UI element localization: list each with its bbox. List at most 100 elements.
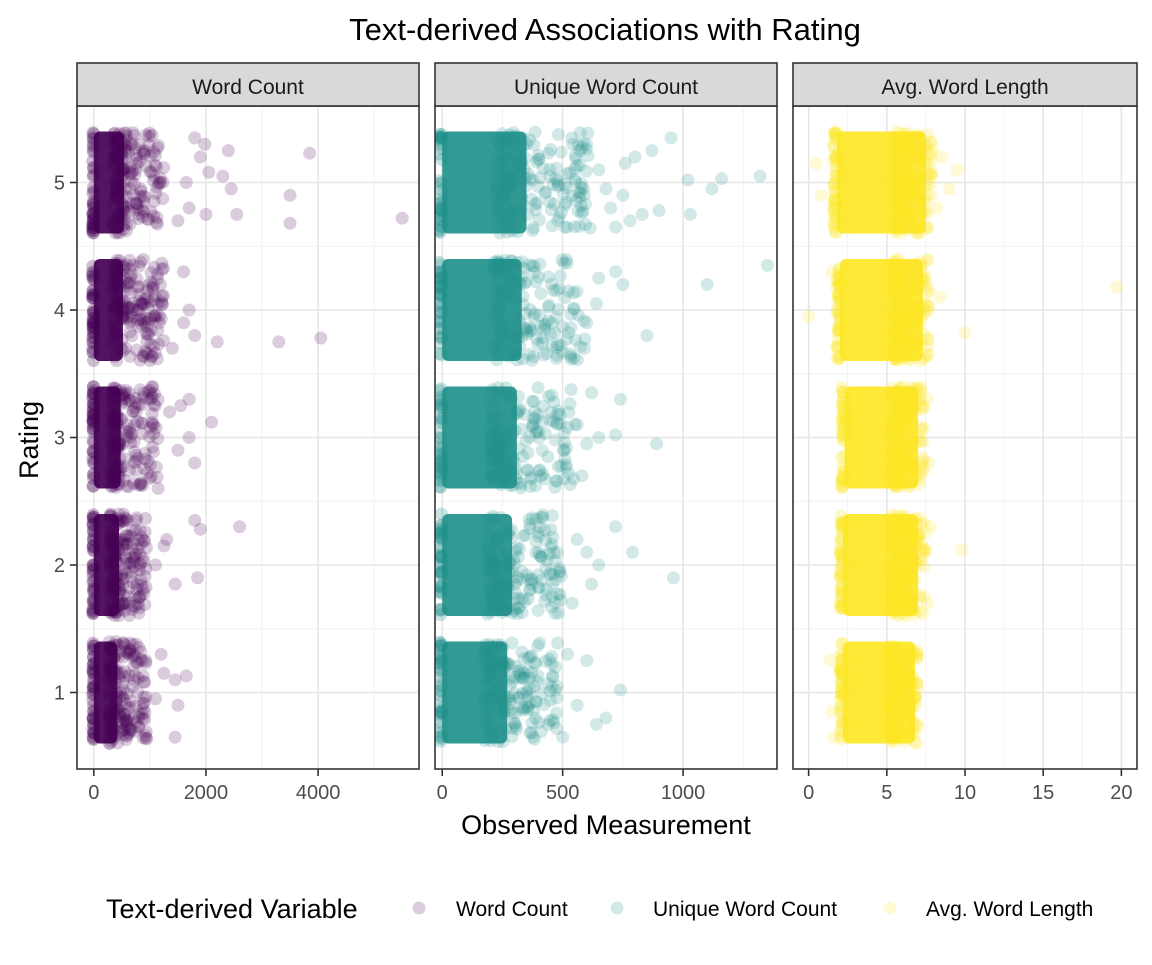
- legend-label: Avg. Word Length: [926, 898, 1093, 921]
- data-point: [904, 641, 918, 655]
- outlier-point: [272, 335, 286, 349]
- data-point: [834, 665, 848, 679]
- data-point: [120, 129, 134, 143]
- data-point: [500, 152, 514, 166]
- data-point: [504, 207, 518, 221]
- data-point: [113, 582, 127, 596]
- data-point: [117, 305, 131, 319]
- data-point: [143, 392, 157, 406]
- data-point: [492, 546, 506, 560]
- data-point: [490, 285, 504, 299]
- data-point: [117, 212, 131, 226]
- data-point: [435, 220, 449, 234]
- data-point: [106, 534, 120, 548]
- data-point: [87, 657, 101, 671]
- data-point: [503, 478, 517, 492]
- data-point: [895, 522, 909, 536]
- data-point: [828, 218, 842, 232]
- data-point: [108, 548, 122, 562]
- data-point: [122, 464, 136, 478]
- data-point: [487, 597, 501, 611]
- data-point: [87, 510, 101, 524]
- data-point: [508, 348, 522, 362]
- data-point: [833, 292, 847, 306]
- data-point: [532, 213, 546, 227]
- data-point: [116, 389, 130, 403]
- data-point: [138, 534, 152, 548]
- data-point: [87, 680, 101, 694]
- data-point: [545, 657, 559, 671]
- point-band: [839, 259, 923, 361]
- data-point: [127, 177, 141, 191]
- data-point: [489, 340, 503, 354]
- data-point: [891, 157, 905, 171]
- data-point: [109, 547, 123, 561]
- data-point: [573, 144, 587, 158]
- data-point: [127, 476, 141, 490]
- data-point: [133, 523, 147, 537]
- data-point: [900, 725, 914, 739]
- data-point: [901, 262, 915, 276]
- data-point: [498, 253, 512, 267]
- data-point: [497, 524, 511, 538]
- data-point: [827, 195, 841, 209]
- data-point: [564, 383, 578, 397]
- data-point: [435, 183, 449, 197]
- data-point: [889, 469, 903, 483]
- data-point: [111, 468, 125, 482]
- data-point: [886, 423, 900, 437]
- data-point: [87, 184, 101, 198]
- data-point: [149, 215, 163, 229]
- data-point: [906, 282, 920, 296]
- data-point: [115, 716, 129, 730]
- data-point: [488, 269, 502, 283]
- data-point: [922, 147, 936, 161]
- data-point: [896, 193, 910, 207]
- data-point: [905, 568, 919, 582]
- data-point: [893, 392, 907, 406]
- data-point: [550, 706, 564, 720]
- data-point: [127, 712, 141, 726]
- data-point: [549, 573, 563, 587]
- data-point: [570, 285, 584, 299]
- data-point: [435, 455, 448, 469]
- data-point: [124, 167, 138, 181]
- data-point: [123, 700, 137, 714]
- data-point: [528, 679, 542, 693]
- data-point: [86, 345, 100, 359]
- data-point: [898, 658, 912, 672]
- data-point: [137, 205, 151, 219]
- data-point: [435, 730, 448, 744]
- data-point: [124, 174, 138, 188]
- data-point: [831, 288, 845, 302]
- outlier-point: [580, 545, 594, 559]
- data-point: [539, 533, 553, 547]
- data-point: [131, 201, 145, 215]
- data-point: [891, 523, 905, 537]
- data-point: [484, 605, 498, 619]
- data-point: [907, 180, 921, 194]
- data-point: [519, 434, 533, 448]
- data-point: [918, 179, 932, 193]
- data-point: [895, 163, 909, 177]
- data-point: [886, 565, 900, 579]
- data-point: [122, 316, 136, 330]
- data-point: [110, 577, 124, 591]
- data-point: [496, 560, 510, 574]
- data-point: [500, 657, 514, 671]
- data-point: [910, 526, 924, 540]
- data-point: [551, 213, 565, 227]
- data-point: [112, 211, 126, 225]
- data-point: [494, 325, 508, 339]
- data-point: [509, 472, 523, 486]
- data-point: [112, 189, 126, 203]
- data-point: [113, 265, 127, 279]
- data-point: [86, 169, 100, 183]
- data-point: [883, 649, 897, 663]
- outlier-point: [825, 705, 839, 719]
- data-point: [134, 477, 148, 491]
- data-point: [898, 142, 912, 156]
- data-point: [435, 447, 448, 461]
- data-point: [490, 181, 504, 195]
